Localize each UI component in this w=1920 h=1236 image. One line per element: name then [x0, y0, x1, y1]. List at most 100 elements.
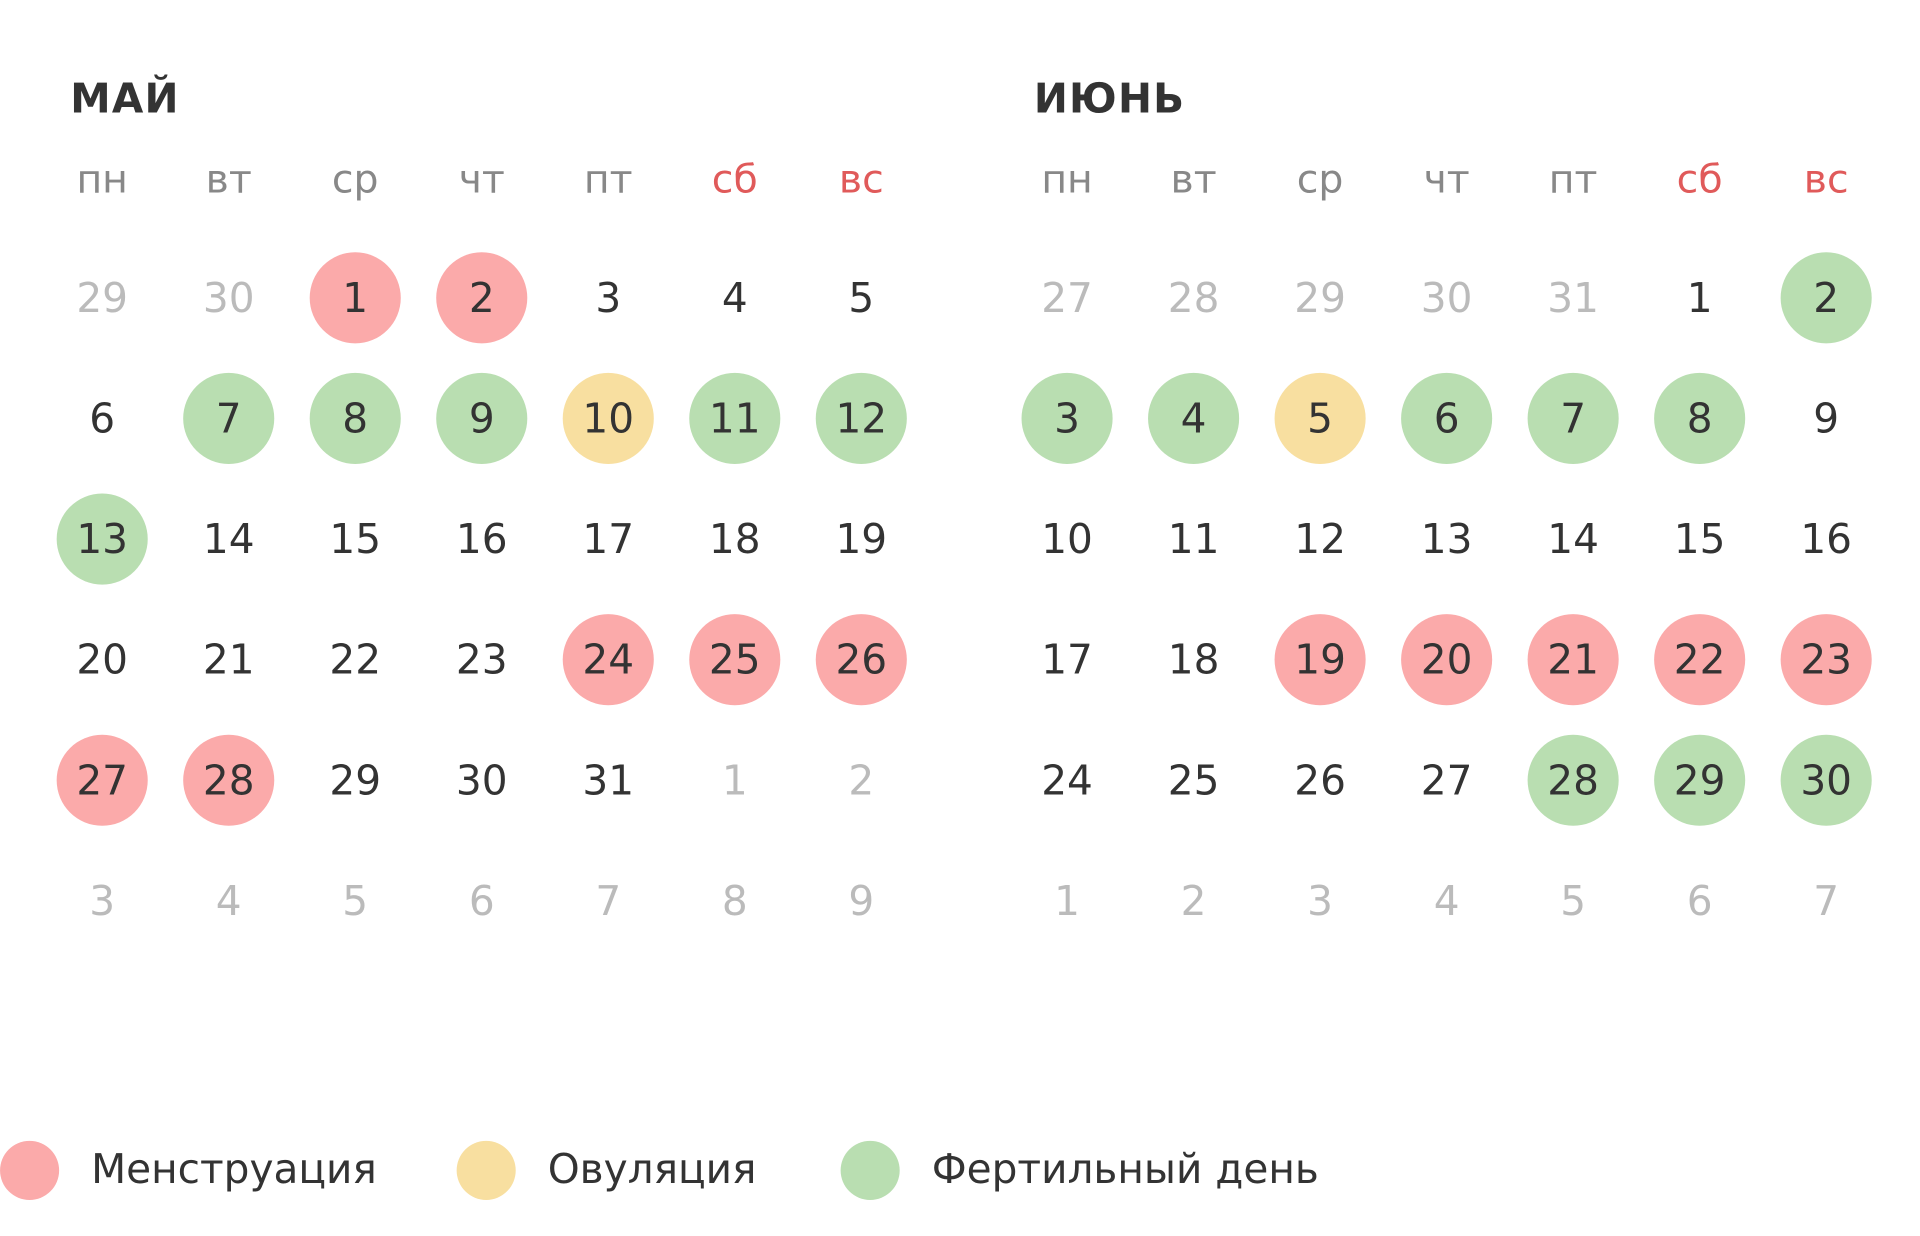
weekday-label: вт — [1171, 157, 1217, 203]
day-marker — [1527, 372, 1619, 464]
day-number: 10 — [582, 394, 634, 442]
weekday-label: сб — [712, 157, 758, 203]
day-number: 26 — [1294, 756, 1346, 804]
day-number: 5 — [1560, 877, 1586, 925]
day-number: 5 — [342, 877, 368, 925]
day-number: 18 — [1168, 636, 1220, 684]
day-number: 1 — [1687, 274, 1713, 322]
day-number: 2 — [469, 274, 495, 322]
day-marker — [1654, 614, 1746, 706]
day-number: 18 — [709, 515, 761, 563]
day-number: 1 — [1054, 877, 1080, 925]
weekday-label: сб — [1677, 157, 1723, 203]
day-marker — [1527, 734, 1619, 826]
day-number: 4 — [722, 274, 748, 322]
day-number: 29 — [329, 756, 381, 804]
day-marker — [1274, 614, 1366, 706]
day-marker — [1401, 614, 1493, 706]
day-marker — [815, 372, 907, 464]
day-number: 15 — [1674, 515, 1726, 563]
day-marker — [1654, 372, 1746, 464]
day-number: 21 — [203, 636, 255, 684]
day-number: 16 — [456, 515, 508, 563]
day-marker — [56, 493, 148, 585]
day-number: 27 — [1041, 274, 1093, 322]
day-marker — [562, 372, 654, 464]
day-number: 5 — [1307, 394, 1333, 442]
day-number: 8 — [722, 877, 748, 925]
day-number: 2 — [1181, 877, 1207, 925]
day-number: 19 — [1294, 636, 1346, 684]
weekday-label: вс — [839, 157, 884, 203]
day-number: 31 — [582, 756, 634, 804]
day-number: 6 — [1434, 394, 1460, 442]
day-number: 6 — [469, 877, 495, 925]
day-number: 7 — [1813, 877, 1839, 925]
day-number: 7 — [1560, 394, 1586, 442]
day-number: 22 — [329, 636, 381, 684]
day-number: 30 — [456, 756, 508, 804]
day-number: 4 — [1434, 877, 1460, 925]
day-marker — [1401, 372, 1493, 464]
day-number: 3 — [1307, 877, 1333, 925]
day-number: 25 — [709, 636, 761, 684]
day-marker — [1780, 734, 1872, 826]
day-marker — [1527, 614, 1619, 706]
day-number: 4 — [1181, 394, 1207, 442]
day-marker — [1654, 734, 1746, 826]
day-number: 29 — [1674, 756, 1726, 804]
day-number: 24 — [1041, 756, 1093, 804]
weekday-label: вт — [206, 157, 252, 203]
day-number: 3 — [89, 877, 115, 925]
day-number: 22 — [1674, 636, 1726, 684]
day-number: 6 — [89, 394, 115, 442]
month-title: ИЮНЬ — [1034, 74, 1186, 122]
day-number: 7 — [216, 394, 242, 442]
day-number: 28 — [203, 756, 255, 804]
day-marker — [436, 372, 528, 464]
day-number: 30 — [1421, 274, 1473, 322]
weekday-label: ср — [332, 157, 379, 203]
day-number: 2 — [1813, 274, 1839, 322]
day-number: 30 — [1800, 756, 1852, 804]
day-number: 5 — [848, 274, 874, 322]
day-number: 23 — [456, 636, 508, 684]
day-marker — [183, 734, 275, 826]
day-marker — [1021, 372, 1113, 464]
legend-label: Менструация — [91, 1145, 377, 1193]
weekday-label: пн — [1041, 157, 1093, 203]
day-number: 16 — [1800, 515, 1852, 563]
day-number: 11 — [1168, 515, 1220, 563]
month-title: МАЙ — [70, 74, 180, 122]
day-marker — [183, 372, 275, 464]
legend-label: Фертильный день — [932, 1145, 1319, 1193]
day-number: 6 — [1687, 877, 1713, 925]
day-number: 3 — [595, 274, 621, 322]
day-marker — [1780, 614, 1872, 706]
day-number: 10 — [1041, 515, 1093, 563]
day-number: 9 — [469, 394, 495, 442]
day-number: 13 — [76, 515, 128, 563]
day-number: 17 — [582, 515, 634, 563]
day-number: 14 — [203, 515, 255, 563]
day-number: 21 — [1547, 636, 1599, 684]
legend-label: Овуляция — [548, 1145, 757, 1193]
day-marker — [436, 252, 528, 344]
day-number: 19 — [835, 515, 887, 563]
day-number: 3 — [1054, 394, 1080, 442]
weekday-label: пт — [1549, 157, 1598, 203]
day-number: 1 — [342, 274, 368, 322]
day-marker — [815, 614, 907, 706]
day-number: 30 — [203, 274, 255, 322]
day-number: 20 — [76, 636, 128, 684]
day-number: 28 — [1168, 274, 1220, 322]
day-number: 9 — [1813, 394, 1839, 442]
day-number: 23 — [1800, 636, 1852, 684]
day-number: 7 — [595, 877, 621, 925]
day-number: 12 — [1294, 515, 1346, 563]
day-number: 1 — [722, 756, 748, 804]
weekday-label: ср — [1297, 157, 1344, 203]
day-number: 15 — [329, 515, 381, 563]
weekday-label: чт — [1424, 157, 1470, 203]
